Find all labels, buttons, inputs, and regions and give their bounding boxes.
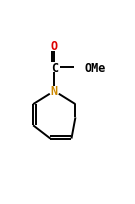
Text: N: N	[51, 85, 58, 98]
Text: C: C	[51, 61, 58, 74]
Text: OMe: OMe	[85, 61, 106, 74]
Text: O: O	[51, 40, 58, 53]
